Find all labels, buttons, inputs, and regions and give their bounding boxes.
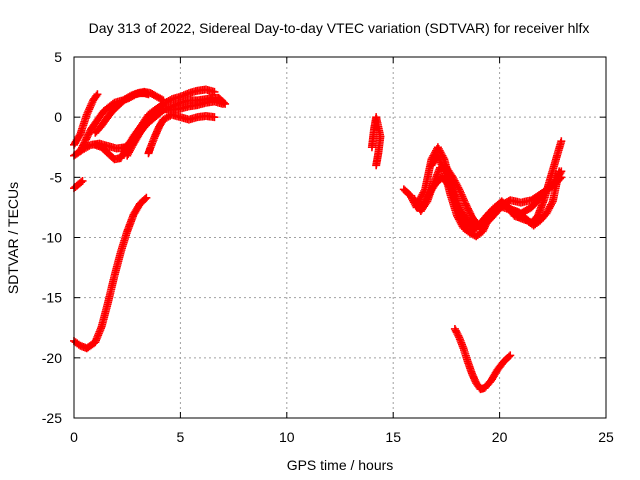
- y-tick-label: -25: [42, 410, 62, 426]
- data-point: [141, 194, 150, 203]
- data-point: [92, 91, 101, 100]
- y-tick-label: -15: [42, 290, 62, 306]
- data-point: [221, 99, 230, 108]
- series-arc-15: [450, 324, 515, 394]
- data-point: [557, 167, 566, 176]
- y-axis-label: SDTVAR / TECUs: [5, 182, 21, 294]
- y-tick-label: -20: [42, 350, 62, 366]
- y-tick-label: -5: [50, 169, 63, 185]
- data-point: [219, 98, 228, 107]
- data-point: [454, 331, 463, 340]
- y-tick-label: 5: [54, 49, 62, 65]
- data-point: [557, 137, 566, 146]
- data-point: [504, 352, 513, 361]
- axis-ticks: 0 5 10 15 20 25 -25 -20 -15 -10 -5 0 5: [42, 49, 614, 445]
- x-tick-label: 5: [177, 429, 185, 445]
- data-point: [547, 199, 556, 208]
- data-point: [77, 178, 86, 187]
- series-arc-7: [123, 93, 230, 160]
- data-point: [372, 161, 381, 170]
- data-point: [78, 176, 87, 185]
- chart-title: Day 313 of 2022, Sidereal Day-to-day VTE…: [89, 20, 590, 36]
- series-arc-10: [367, 113, 385, 170]
- grid-lines: [74, 57, 606, 418]
- data-point: [556, 168, 565, 177]
- data-point: [210, 113, 219, 122]
- series-arc-5: [91, 85, 219, 164]
- data-point: [506, 351, 515, 360]
- series-arc-4: [91, 87, 168, 137]
- data-point: [454, 183, 463, 192]
- x-tick-label: 0: [70, 429, 78, 445]
- series-arc-6: [144, 110, 219, 158]
- series-arc-1: [70, 90, 102, 149]
- series-arc-9: [70, 193, 151, 353]
- y-tick-label: 0: [54, 109, 62, 125]
- x-tick-label: 20: [492, 429, 508, 445]
- data-points: [70, 85, 566, 394]
- data-point: [420, 187, 429, 196]
- x-axis-label: GPS time / hours: [287, 457, 394, 473]
- data-point: [93, 90, 102, 99]
- x-tick-label: 25: [598, 429, 614, 445]
- series-arc-14: [410, 163, 566, 230]
- y-tick-label: -10: [42, 230, 62, 246]
- data-point: [142, 193, 151, 202]
- x-tick-label: 15: [385, 429, 401, 445]
- x-tick-label: 10: [279, 429, 295, 445]
